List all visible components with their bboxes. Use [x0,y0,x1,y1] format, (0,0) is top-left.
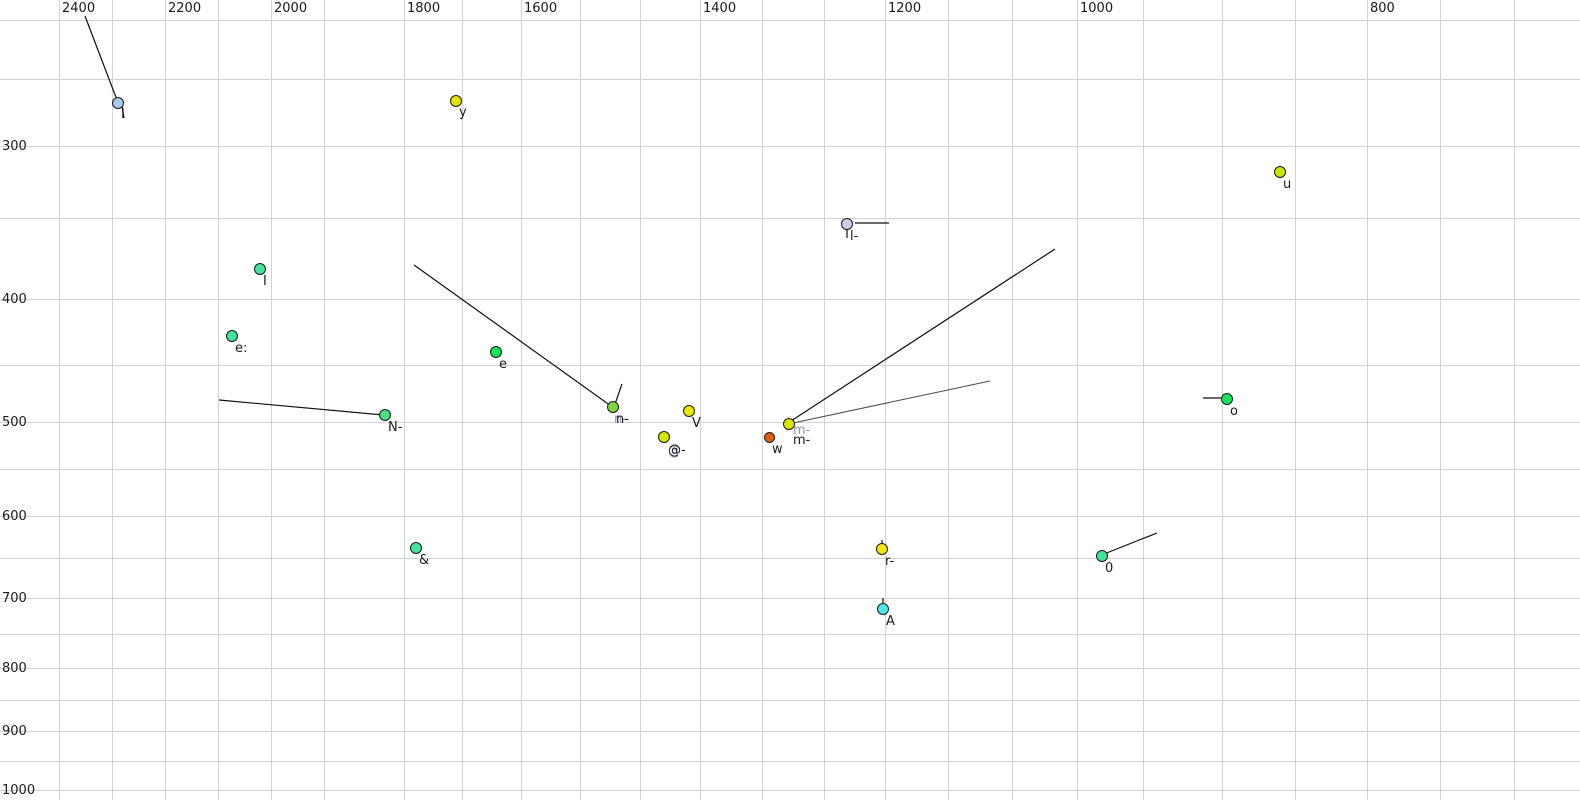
y-axis-tick-label: 600 [2,509,27,524]
data-point-label: w [772,442,783,457]
gridline-vertical [521,0,522,800]
gridline-horizontal [0,558,1580,559]
y-axis-tick-label: 1000 [2,783,36,798]
gridline-vertical [1077,0,1078,800]
gridline-vertical [112,0,113,800]
gridline-vertical [640,0,641,800]
gridline-vertical [1295,0,1296,800]
gridline-vertical [824,0,825,800]
gridline-vertical [700,0,701,800]
data-point-label: 0 [1105,561,1114,576]
y-axis-tick-label: 800 [2,661,27,676]
x-axis-tick-label: 2400 [62,1,96,16]
gridline-vertical [165,0,166,800]
data-point-marker[interactable] [1096,550,1108,562]
data-point-marker[interactable] [226,330,238,342]
data-point-marker[interactable] [783,418,795,430]
y-axis-tick-label: 500 [2,415,27,430]
gridline-vertical [462,0,463,800]
x-axis-tick-label: 800 [1370,1,1395,16]
gridline-horizontal [0,79,1580,80]
gridline-vertical [948,0,949,800]
data-point-marker[interactable] [1221,393,1233,405]
gridline-horizontal [0,598,1580,599]
data-point-label: e: [235,341,248,356]
data-point-label: y [459,105,467,120]
gridline-horizontal [0,668,1580,669]
data-point-label: & [419,553,430,568]
gridline-vertical [1367,0,1368,800]
data-point-marker[interactable] [683,405,695,417]
data-point-label: r- [885,554,895,569]
gridline-horizontal [0,469,1580,470]
gridline-vertical [885,0,886,800]
gridline-horizontal [0,634,1580,635]
data-point-marker[interactable] [658,431,670,443]
data-point-marker[interactable] [877,603,889,615]
data-point-marker[interactable] [410,542,422,554]
gridline-vertical [59,0,60,800]
data-point-ghost-label: m- [793,423,811,438]
x-axis-tick-label: 1200 [888,1,922,16]
data-point-marker[interactable] [876,543,888,555]
y-axis-tick-label: 700 [2,591,27,606]
gridline-vertical [580,0,581,800]
gridline-vertical [271,0,272,800]
data-point-marker[interactable] [490,346,502,358]
data-point-marker[interactable] [379,409,391,421]
data-point-marker[interactable] [450,95,462,107]
gridline-horizontal [0,20,1580,21]
data-point-ghost-label: @ [668,444,681,459]
data-point-marker[interactable] [763,431,775,443]
gridline-vertical [1514,0,1515,800]
data-point-label: I [121,107,125,122]
gridline-vertical [762,0,763,800]
x-axis-tick-label: 2200 [168,1,202,16]
x-axis-tick-label: 1800 [407,1,441,16]
x-axis-tick-label: 1600 [524,1,558,16]
gridline-vertical [1440,0,1441,800]
x-axis-tick-label: 2000 [274,1,308,16]
x-axis-tick-label: 1400 [703,1,737,16]
data-point-label: o [1230,404,1238,419]
data-point-label: u [1283,177,1292,192]
data-point-label: I [263,274,267,289]
gridline-horizontal [0,365,1580,366]
gridline-horizontal [0,731,1580,732]
data-point-marker[interactable] [607,401,619,413]
y-axis-tick-label: 400 [2,292,27,307]
y-axis-tick-label: 300 [2,139,27,154]
gridline-horizontal [0,790,1580,791]
data-point-marker[interactable] [1274,166,1286,178]
x-axis-tick-label: 1000 [1080,1,1114,16]
data-point-marker[interactable] [841,218,853,230]
gridline-horizontal [0,700,1580,701]
y-axis-tick-label: 900 [2,724,27,739]
data-point-marker[interactable] [254,263,266,275]
data-point-label: m- [793,433,811,448]
gridline-vertical [324,0,325,800]
gridline-horizontal [0,761,1580,762]
gridline-vertical [1143,0,1144,800]
data-point-label: @- [668,443,686,458]
gridline-horizontal [0,218,1580,219]
data-point-label: e [499,357,507,372]
data-point-marker[interactable] [112,97,124,109]
gridline-horizontal [0,299,1580,300]
gridline-vertical [404,0,405,800]
data-point-label: A [886,614,895,629]
gridline-vertical [1012,0,1013,800]
data-point-label: N- [388,420,403,435]
data-point-label: V [692,416,701,431]
data-point-ghost-label: n- [614,412,627,427]
gridline-vertical [218,0,219,800]
data-point-label: l- [850,229,859,244]
gridline-horizontal [0,146,1580,147]
gridline-horizontal [0,516,1580,517]
data-point-label: n- [616,412,629,427]
